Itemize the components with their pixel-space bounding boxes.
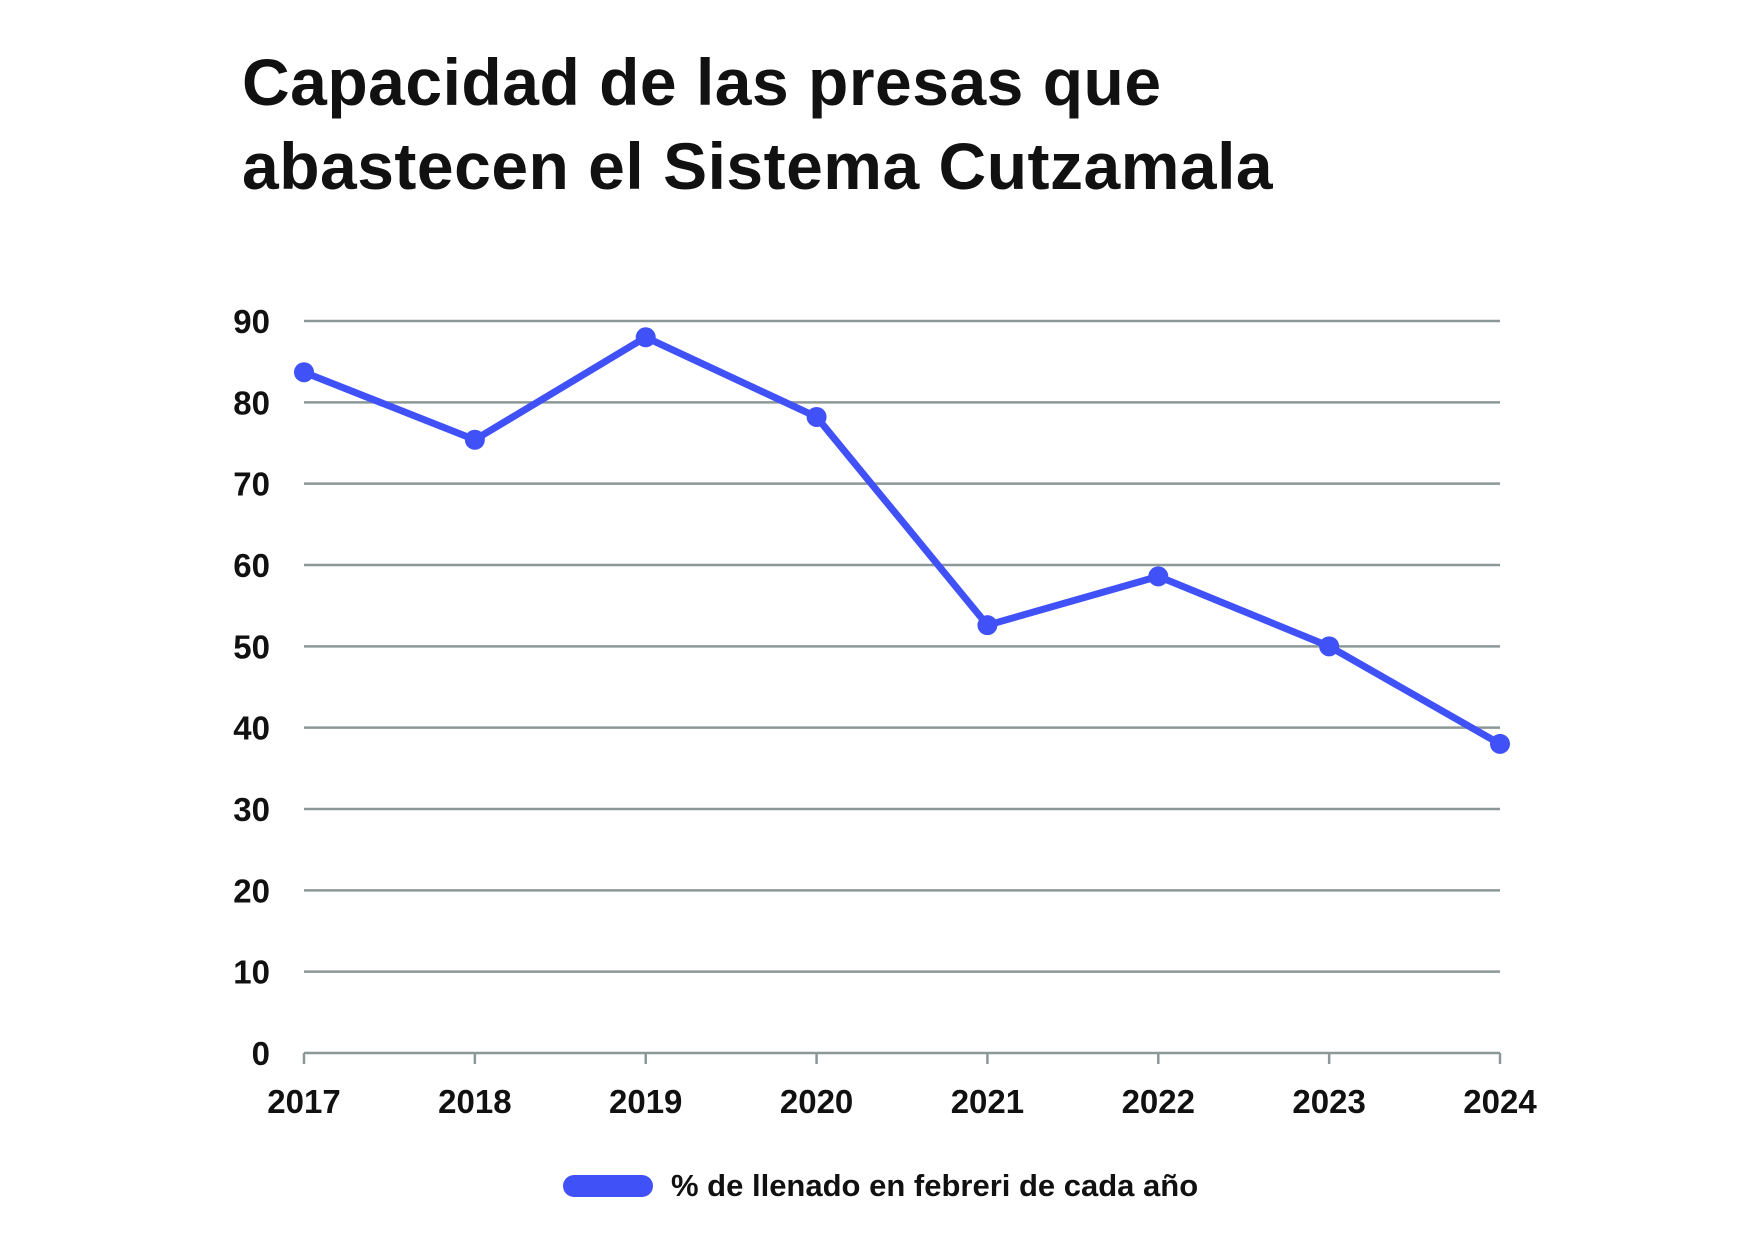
y-tick-labels: 0 10 20 30 40 50 60 70 80 90 <box>233 303 270 1072</box>
x-tick-label: 2022 <box>1122 1083 1195 1120</box>
data-point <box>1148 566 1169 587</box>
data-point <box>1319 636 1340 657</box>
legend: % de llenado en febreri de cada año <box>563 1164 1198 1208</box>
y-tick-label: 0 <box>252 1035 270 1072</box>
x-tick-label: 2018 <box>438 1083 511 1120</box>
x-tick-label: 2020 <box>780 1083 853 1120</box>
x-tick-label: 2021 <box>951 1083 1024 1120</box>
y-tick-label: 60 <box>233 547 270 584</box>
y-tick-label: 80 <box>233 384 270 421</box>
data-point <box>977 615 998 636</box>
chart-title: Capacidad de las presas que abastecen el… <box>242 40 1542 208</box>
data-point <box>294 362 314 383</box>
x-tick-label: 2024 <box>1463 1083 1537 1120</box>
x-tick-label: 2019 <box>609 1083 682 1120</box>
y-tick-label: 20 <box>233 872 270 909</box>
data-point <box>1490 733 1510 754</box>
y-tick-label: 10 <box>233 954 270 991</box>
data-point <box>635 327 656 348</box>
y-tick-label: 90 <box>233 303 270 340</box>
series-group <box>294 327 1510 754</box>
legend-swatch <box>563 1175 653 1197</box>
series-line <box>300 333 1504 748</box>
chart-title-line-1: Capacidad de las presas que <box>242 45 1162 119</box>
y-tick-label: 30 <box>233 791 270 828</box>
x-tick-label: 2023 <box>1292 1083 1365 1120</box>
x-tick-labels: 2017 2018 2019 2020 2021 2022 2023 2024 <box>267 1083 1537 1120</box>
legend-label: % de llenado en febreri de cada año <box>671 1168 1199 1203</box>
gridlines <box>304 319 1500 973</box>
y-tick-label: 50 <box>233 628 270 665</box>
x-tick-label: 2017 <box>267 1083 340 1120</box>
axes <box>302 1051 1502 1064</box>
data-point <box>806 406 827 427</box>
y-tick-label: 40 <box>233 710 270 747</box>
y-tick-label: 70 <box>233 466 270 503</box>
data-point <box>464 429 485 450</box>
chart-title-line-2: abastecen el Sistema Cutzamala <box>242 129 1274 203</box>
